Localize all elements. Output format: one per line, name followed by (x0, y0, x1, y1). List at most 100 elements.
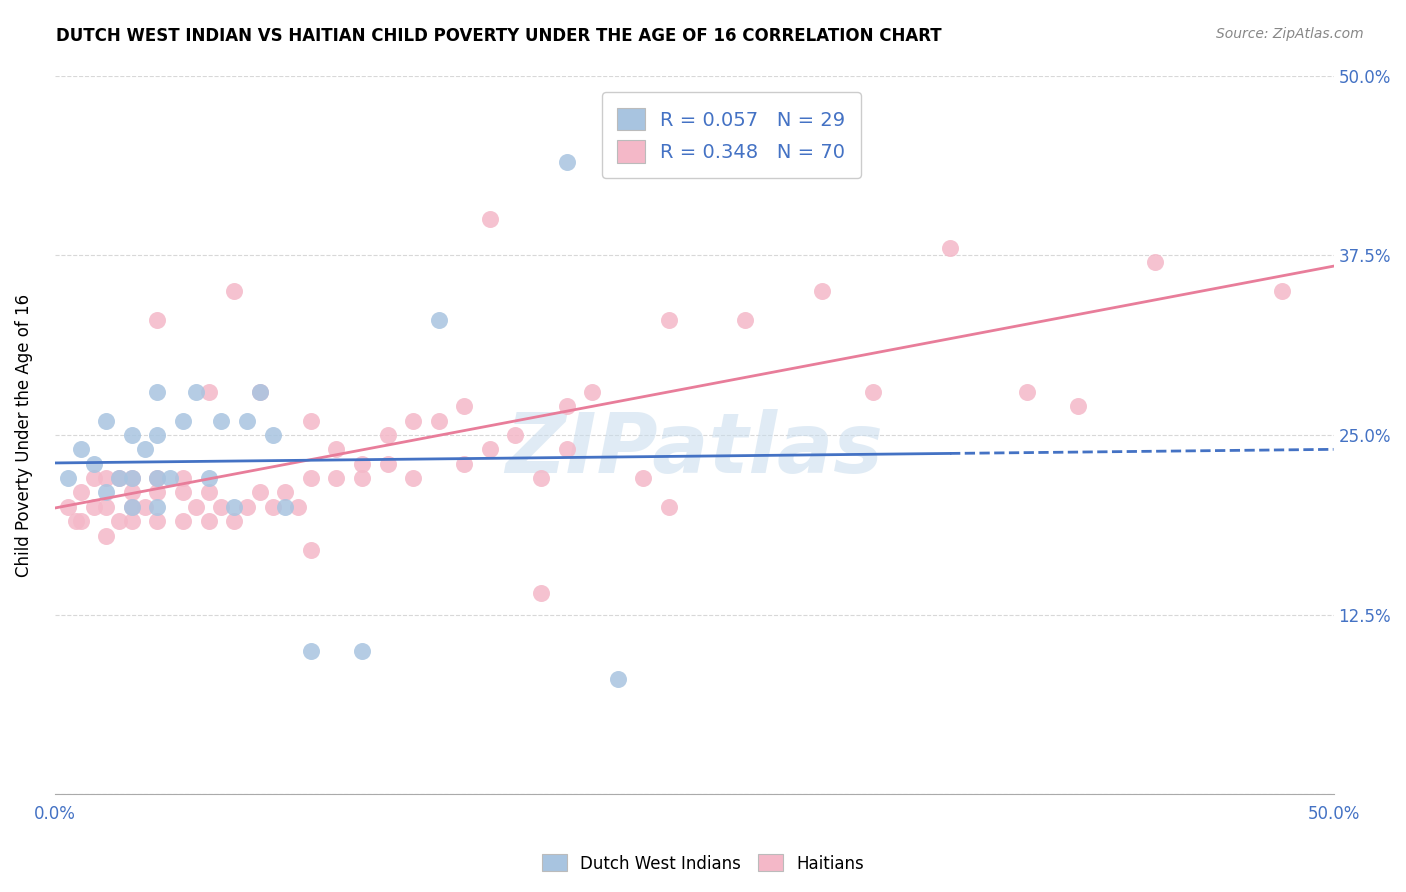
Point (262, 500, 284, 514)
Point (299, 543, 322, 558)
Point (299, 471, 322, 485)
Point (299, 413, 322, 427)
Point (287, 500, 309, 514)
Point (427, 413, 450, 427)
Point (581, 384, 603, 399)
Point (146, 471, 169, 485)
Point (224, 284, 246, 298)
Point (427, 313, 450, 327)
Point (1067, 399, 1090, 413)
Point (325, 471, 347, 485)
Point (146, 514, 169, 528)
Point (172, 485, 194, 500)
Point (555, 399, 578, 413)
Point (121, 471, 143, 485)
Point (402, 471, 425, 485)
Point (184, 384, 207, 399)
Point (209, 413, 232, 427)
Point (197, 471, 219, 485)
Point (96, 528, 118, 542)
Point (377, 457, 399, 471)
Point (402, 413, 425, 427)
Point (209, 500, 232, 514)
Point (184, 500, 207, 514)
Point (505, 428, 527, 442)
Point (146, 485, 169, 500)
Point (108, 471, 131, 485)
Point (96, 413, 118, 427)
Point (69, 442, 91, 457)
Text: Source: ZipAtlas.com: Source: ZipAtlas.com (1216, 27, 1364, 41)
Point (631, 471, 654, 485)
Point (453, 399, 475, 413)
Point (197, 384, 219, 399)
Point (56, 471, 79, 485)
Point (172, 413, 194, 427)
Point (453, 457, 475, 471)
Point (197, 485, 219, 500)
Point (606, 673, 628, 687)
Point (249, 485, 271, 500)
Point (249, 384, 271, 399)
Point (83, 471, 105, 485)
Point (108, 514, 131, 528)
Point (146, 500, 169, 514)
Point (350, 457, 373, 471)
Y-axis label: Child Poverty Under the Age of 16: Child Poverty Under the Age of 16 (15, 293, 32, 576)
Point (734, 313, 756, 327)
Point (530, 471, 553, 485)
Point (134, 500, 156, 514)
Point (939, 241, 962, 255)
Point (350, 471, 373, 485)
Point (478, 212, 501, 227)
Point (121, 514, 143, 528)
Point (350, 643, 373, 657)
Point (96, 500, 118, 514)
Point (108, 471, 131, 485)
Point (658, 500, 681, 514)
Point (146, 471, 169, 485)
Point (1143, 255, 1166, 269)
Point (236, 413, 259, 427)
Point (172, 514, 194, 528)
Point (325, 442, 347, 457)
Point (121, 485, 143, 500)
Point (121, 500, 143, 514)
Point (274, 485, 297, 500)
Point (65, 514, 87, 528)
Point (69, 485, 91, 500)
Point (159, 471, 181, 485)
Point (299, 643, 322, 657)
Point (96, 485, 118, 500)
Legend: Dutch West Indians, Haitians: Dutch West Indians, Haitians (536, 847, 870, 880)
Point (811, 284, 834, 298)
Point (224, 500, 246, 514)
Point (121, 471, 143, 485)
Point (146, 384, 169, 399)
Point (862, 384, 884, 399)
Point (56, 500, 79, 514)
Point (83, 500, 105, 514)
Point (274, 500, 297, 514)
Text: DUTCH WEST INDIAN VS HAITIAN CHILD POVERTY UNDER THE AGE OF 16 CORRELATION CHART: DUTCH WEST INDIAN VS HAITIAN CHILD POVER… (56, 27, 942, 45)
Point (172, 471, 194, 485)
Point (224, 514, 246, 528)
Point (555, 154, 578, 169)
Point (555, 442, 578, 457)
Point (478, 442, 501, 457)
Point (134, 442, 156, 457)
Point (121, 428, 143, 442)
Point (69, 514, 91, 528)
Point (236, 500, 259, 514)
Point (606, 112, 628, 126)
Point (262, 428, 284, 442)
Point (121, 500, 143, 514)
Point (249, 384, 271, 399)
Point (146, 313, 169, 327)
Point (197, 514, 219, 528)
Point (1015, 384, 1038, 399)
Point (530, 586, 553, 600)
Point (377, 428, 399, 442)
Text: ZIPatlas: ZIPatlas (505, 409, 883, 490)
Point (146, 428, 169, 442)
